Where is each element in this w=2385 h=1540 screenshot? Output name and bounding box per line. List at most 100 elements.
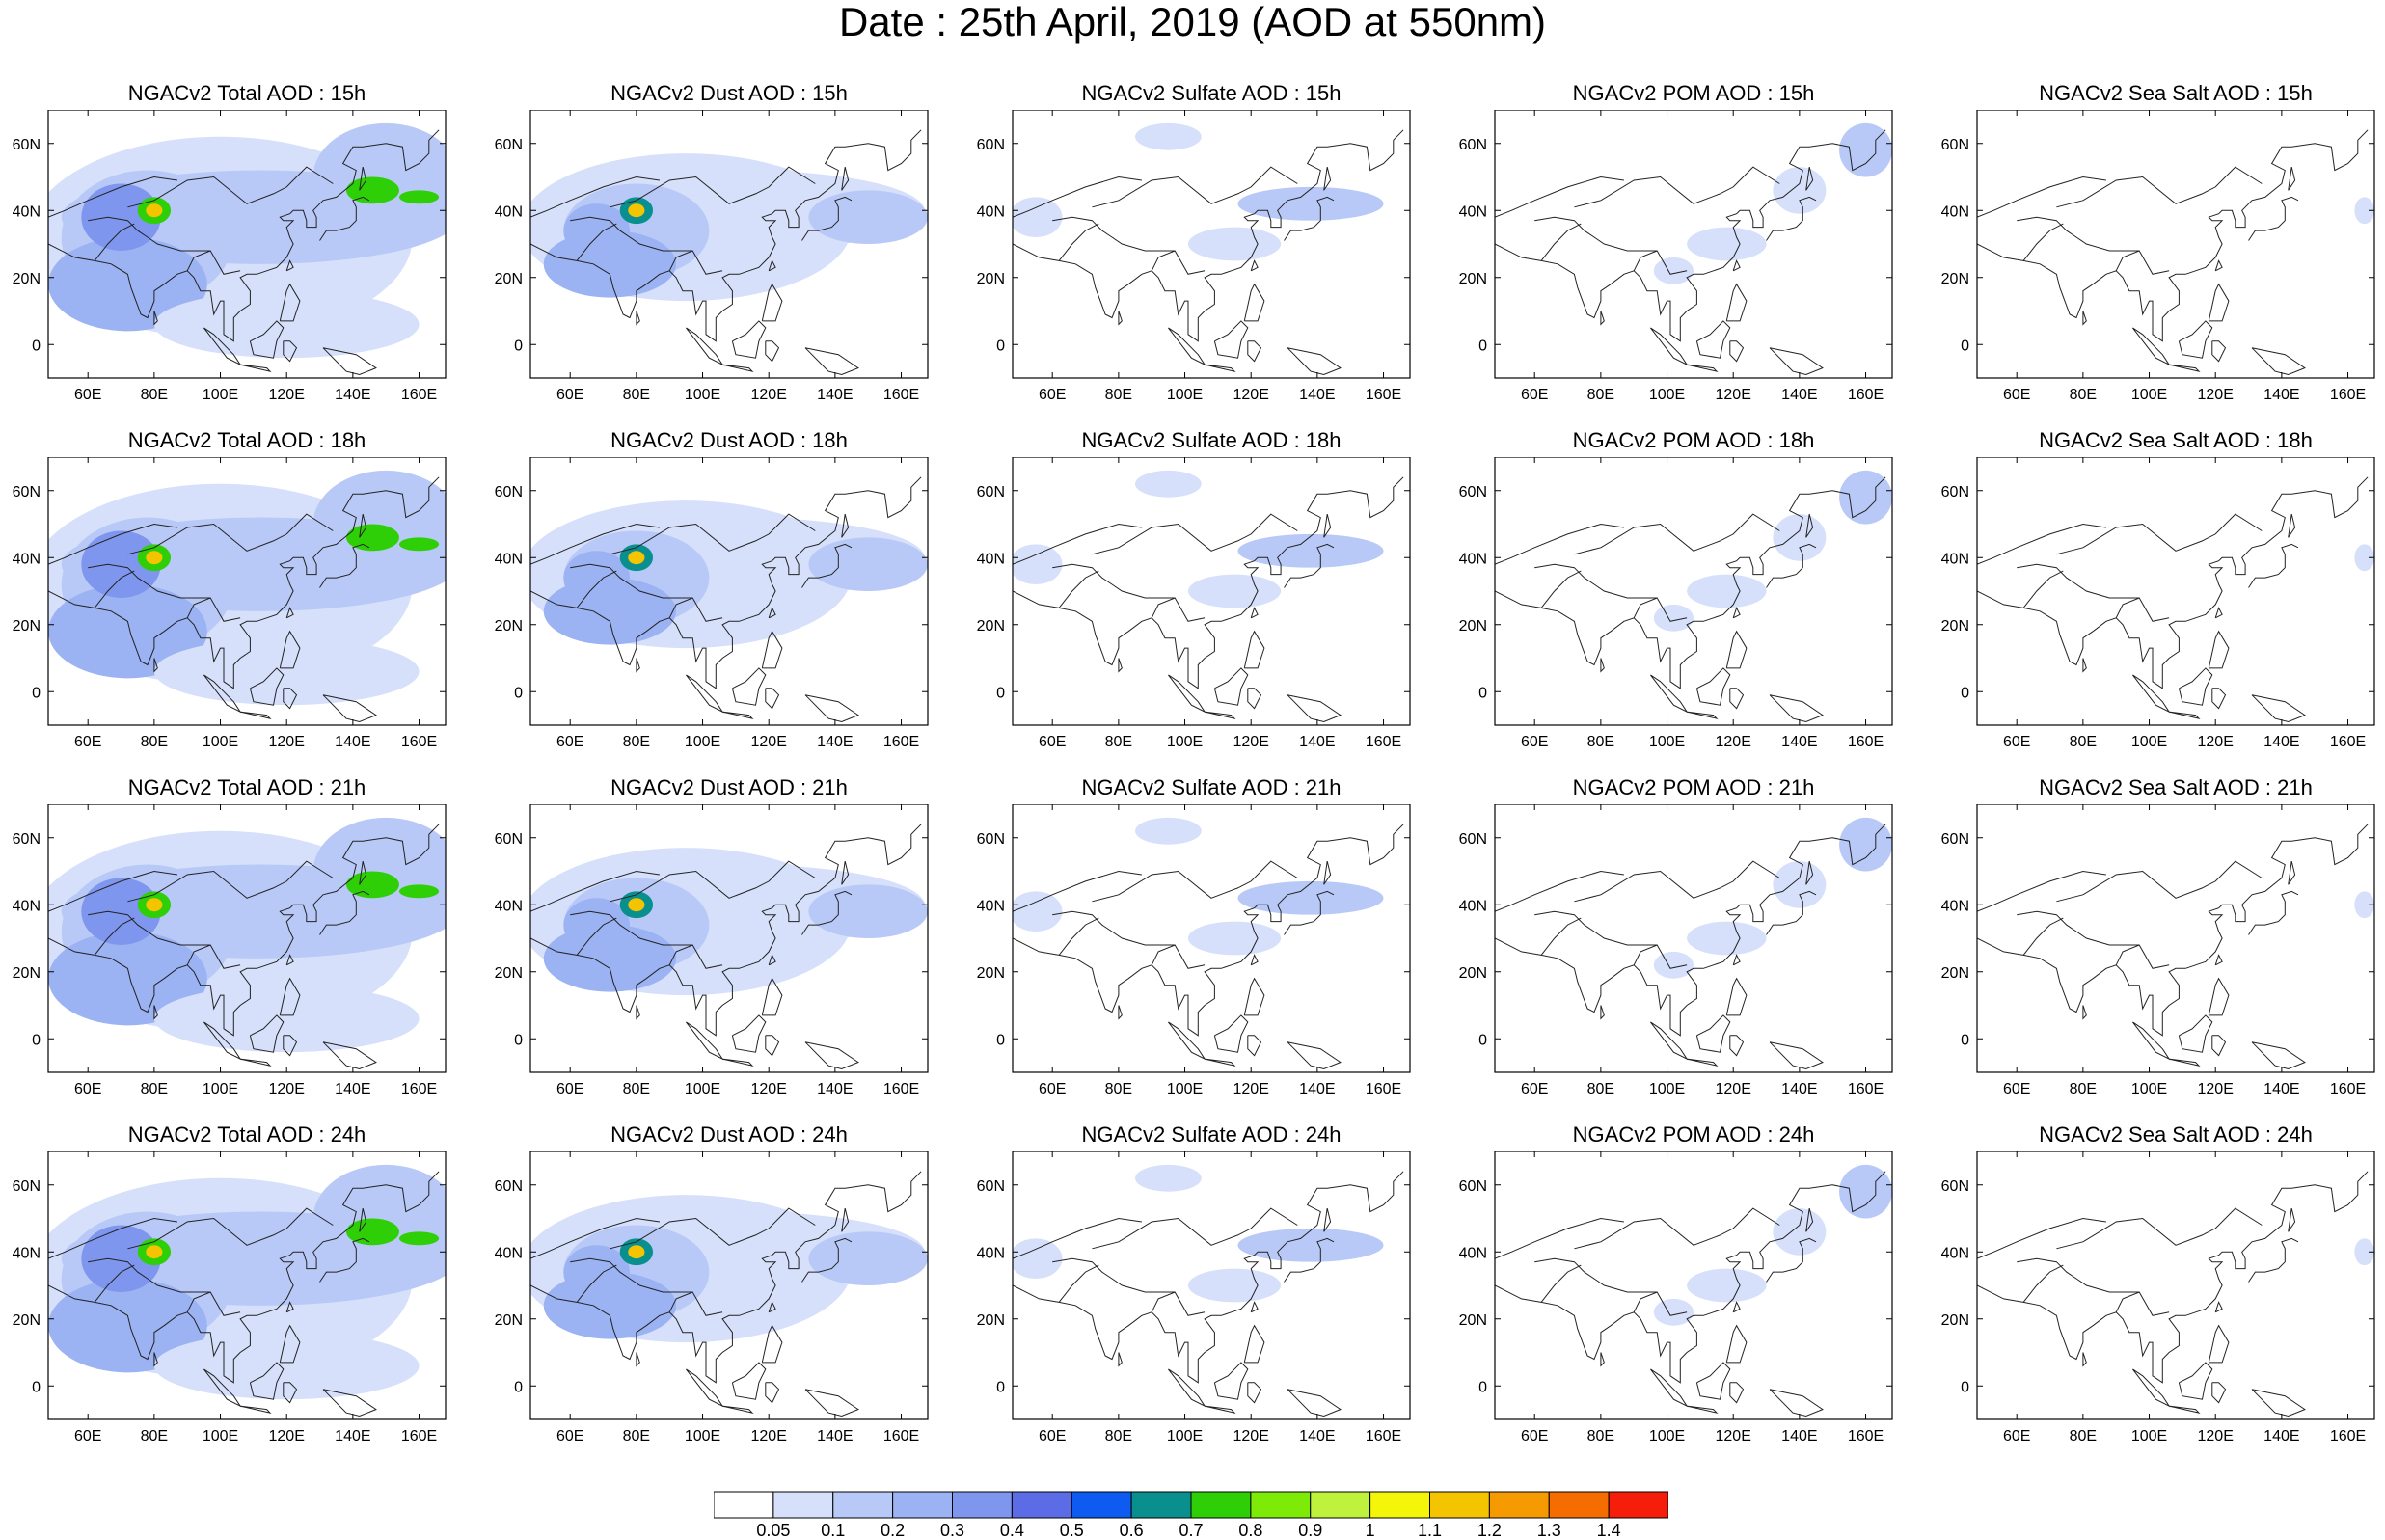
plot-frame — [1976, 1151, 2375, 1420]
coastline — [1151, 944, 1206, 969]
panel-title: NGACv2 POM AOD : 24h — [1572, 1122, 1815, 1147]
x-tick-label: 120E — [269, 734, 305, 750]
y-tick-label: 40N — [1941, 898, 1969, 914]
x-tick-label: 120E — [1716, 1428, 1751, 1445]
coastline — [1151, 1291, 1206, 1316]
coastline — [804, 694, 859, 723]
aod-contour — [346, 871, 399, 899]
aod-map: 60E 80E 100E 120E 140E 160E 60N 40N 20N 0 — [495, 1151, 929, 1445]
coastline — [2178, 320, 2213, 359]
coastline — [1540, 570, 1582, 608]
coastline — [1243, 1324, 1265, 1364]
coastline — [1650, 674, 1689, 714]
x-tick-label: 100E — [2131, 1081, 2167, 1097]
coastline — [203, 327, 242, 366]
x-tick-label: 140E — [1299, 1428, 1335, 1445]
coastline — [1600, 658, 1605, 673]
coastline — [2208, 977, 2230, 1016]
y-tick-label: 0 — [1478, 338, 1487, 354]
coastline — [1323, 1207, 1332, 1232]
coastline — [2056, 860, 2263, 903]
coastline — [530, 176, 660, 218]
map-panel: NGACv2 Sulfate AOD : 15h 60E 80E 100E 120E 14… — [964, 81, 1411, 428]
coastline — [801, 196, 853, 241]
aod-contour — [146, 1245, 163, 1259]
coastline — [1540, 223, 1582, 261]
aod-contour — [1187, 227, 1282, 261]
coastline — [1013, 1217, 1142, 1259]
coastline — [686, 1368, 724, 1408]
x-tick-label: 160E — [1366, 1428, 1401, 1445]
aerosol-field — [530, 457, 928, 725]
x-tick-label: 140E — [1781, 387, 1817, 403]
panel-title: NGACv2 Dust AOD : 18h — [610, 428, 848, 452]
coastline — [2115, 944, 2170, 969]
coastline — [1805, 860, 1814, 885]
coastline — [1495, 1171, 1886, 1384]
x-tick-label: 80E — [623, 734, 650, 750]
coastline — [322, 347, 377, 376]
x-tick-label: 160E — [2330, 1081, 2366, 1097]
coastline — [2082, 311, 2087, 326]
aod-contour — [48, 932, 207, 1026]
coastline — [88, 563, 211, 599]
aod-contour — [153, 290, 420, 359]
coastline — [2022, 570, 2064, 608]
x-tick-label: 60E — [2003, 1081, 2030, 1097]
x-tick-label: 140E — [1781, 1428, 1817, 1445]
coastline — [2017, 216, 2140, 252]
x-tick-label: 100E — [1167, 734, 1203, 750]
aod-contour — [563, 203, 630, 257]
coastline — [1732, 954, 1741, 966]
map-panel: NGACv2 Total AOD : 21h 60E 80E 100E 120E 140E… — [0, 775, 447, 1122]
x-tick-label: 80E — [141, 1081, 168, 1097]
coastline — [768, 607, 776, 619]
y-tick-label: 20N — [1941, 618, 1969, 635]
coastline — [1013, 870, 1142, 912]
y-tick-label: 40N — [13, 551, 41, 567]
coastline — [2251, 347, 2306, 376]
x-tick-label: 80E — [2070, 734, 2097, 750]
y-tick-label: 0 — [1478, 685, 1487, 701]
map-panel: NGACv2 Dust AOD : 24h 60E 80E 100E 120E 140E 1… — [482, 1122, 929, 1470]
x-tick-label: 120E — [751, 387, 787, 403]
coastline — [768, 954, 776, 966]
x-tick-label: 160E — [401, 734, 437, 750]
x-tick-label: 60E — [74, 734, 101, 750]
y-tick-label: 20N — [1459, 1312, 1487, 1329]
colorbar-label: 1.4 — [1596, 1521, 1621, 1540]
map-background — [1977, 1151, 2374, 1419]
coastline — [239, 1405, 272, 1414]
y-tick-label: 0 — [32, 1032, 41, 1048]
coastline — [1287, 1041, 1342, 1070]
x-tick-label: 120E — [2198, 387, 2234, 403]
y-tick-label: 20N — [495, 618, 523, 635]
map-panel: NGACv2 Sea Salt AOD : 15h 60E 80E 100E 120E 1… — [1929, 81, 2375, 428]
aod-map: 60E 80E 100E 120E 140E 160E 60N 40N 20N 0 — [495, 110, 929, 403]
colorbar-box — [1071, 1491, 1132, 1519]
coastline — [1732, 607, 1741, 619]
y-tick-label: 20N — [1941, 965, 1969, 982]
coastline — [2214, 607, 2223, 619]
coastline — [2248, 1237, 2299, 1283]
aod-contour — [1237, 1228, 1384, 1262]
y-tick-label: 0 — [1961, 1032, 1969, 1048]
coastline — [319, 1237, 370, 1283]
coastline — [1284, 1237, 1335, 1283]
coastline — [94, 570, 135, 608]
coastline — [1213, 1362, 1249, 1400]
coastline — [48, 870, 177, 912]
panel-title: NGACv2 Sea Salt AOD : 21h — [2039, 775, 2313, 799]
map-panel: NGACv2 Dust AOD : 21h 60E 80E 100E 120E 140E 1… — [482, 775, 929, 1122]
coastline — [636, 1005, 640, 1020]
plot-frame — [1494, 804, 1893, 1073]
y-tick-label: 20N — [495, 271, 523, 287]
figure-title: Date : 25th April, 2019 (AOD at 550nm) — [838, 0, 1547, 44]
colorbar-label: 0.4 — [999, 1521, 1024, 1540]
aod-contour — [48, 1279, 207, 1373]
coastline — [731, 1362, 767, 1400]
x-tick-label: 100E — [1649, 387, 1685, 403]
x-tick-label: 100E — [685, 1081, 720, 1097]
x-tick-label: 120E — [1716, 1081, 1751, 1097]
coastline — [610, 860, 816, 903]
